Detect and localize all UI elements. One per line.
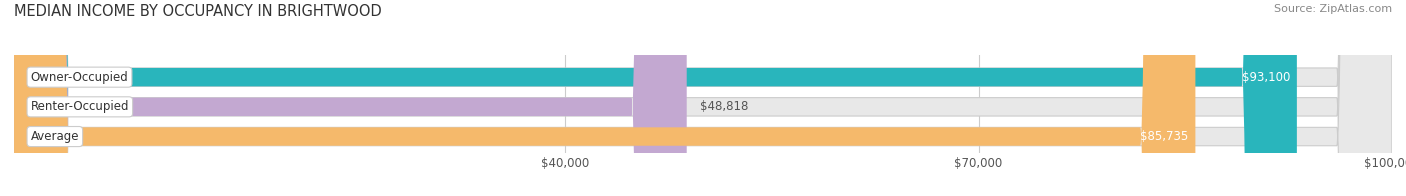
Text: Renter-Occupied: Renter-Occupied bbox=[31, 100, 129, 113]
FancyBboxPatch shape bbox=[14, 0, 1296, 196]
FancyBboxPatch shape bbox=[14, 0, 1392, 196]
FancyBboxPatch shape bbox=[14, 0, 686, 196]
FancyBboxPatch shape bbox=[14, 0, 1392, 196]
Text: $93,100: $93,100 bbox=[1241, 71, 1289, 84]
Text: Source: ZipAtlas.com: Source: ZipAtlas.com bbox=[1274, 4, 1392, 14]
Text: Owner-Occupied: Owner-Occupied bbox=[31, 71, 128, 84]
FancyBboxPatch shape bbox=[14, 0, 1195, 196]
Text: MEDIAN INCOME BY OCCUPANCY IN BRIGHTWOOD: MEDIAN INCOME BY OCCUPANCY IN BRIGHTWOOD bbox=[14, 4, 382, 19]
Text: Average: Average bbox=[31, 130, 79, 143]
Text: $48,818: $48,818 bbox=[700, 100, 749, 113]
FancyBboxPatch shape bbox=[14, 0, 1392, 196]
Text: $85,735: $85,735 bbox=[1140, 130, 1188, 143]
